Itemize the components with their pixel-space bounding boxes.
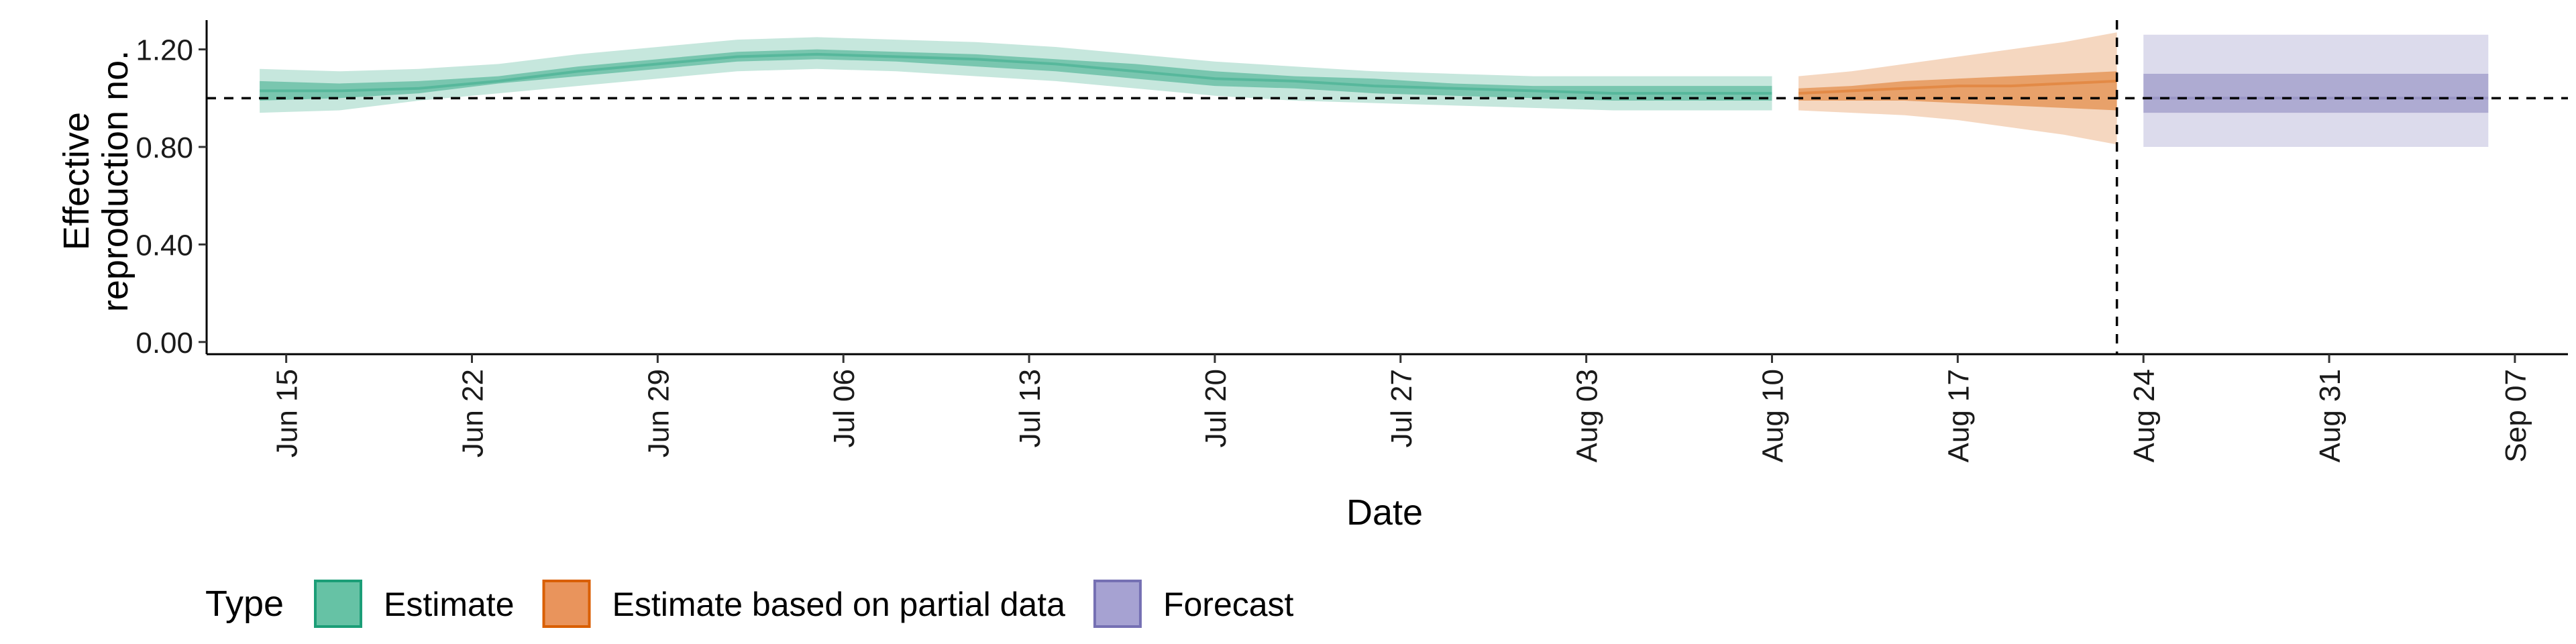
legend-label-estimate: Estimate (384, 586, 515, 623)
legend-key-forecast (1093, 580, 1142, 628)
forecast-band-50 (2143, 74, 2489, 113)
x-tick-label: Jun 22 (457, 369, 490, 458)
x-tick-label: Jul 06 (828, 369, 861, 447)
legend-key-estimate (314, 580, 362, 628)
x-tick-label: Jul 13 (1014, 369, 1046, 447)
x-tick-label: Jun 29 (642, 369, 675, 458)
estimate-band-50 (260, 49, 1772, 101)
y-tick-label: 0.80 (136, 131, 193, 164)
uncertainty-bands (260, 32, 2489, 147)
legend-key-estimate-based-on-partial-data (542, 580, 591, 628)
x-tick-label: Aug 17 (1942, 369, 1975, 462)
x-tick-label: Jun 15 (271, 369, 304, 458)
reference-lines (207, 20, 2568, 354)
estimate-based-on-partial-data-median-line (1798, 79, 2117, 95)
x-tick-label: Aug 10 (1757, 369, 1790, 462)
y-tick-labels: 0.00 0.40 0.80 1.20 (136, 34, 193, 360)
y-axis-title-line-1: Effective (56, 112, 97, 250)
x-tick-label: Aug 24 (2128, 369, 2161, 462)
y-axis-title: Effective reproduction no. (56, 50, 136, 312)
x-tick-labels: Jun 15 Jun 22 Jun 29 Jul 06 Jul 13 Jul 20 Jul … (271, 369, 2532, 462)
estimate-based-on-partial-data-band-50 (1799, 71, 2117, 111)
x-tick-label: Sep 07 (2500, 369, 2532, 462)
legend-label-estimate-based-on-partial-data: Estimate based on partial data (612, 586, 1066, 623)
legend: Type Estimate Estimate based on partial d… (205, 580, 1294, 628)
legend-label-forecast: Forecast (1163, 586, 1294, 623)
y-tick-label: 1.20 (136, 34, 193, 67)
x-tick-label: Jul 20 (1199, 369, 1232, 447)
estimate-median-line (260, 52, 1772, 95)
x-tick-label: Aug 31 (2314, 369, 2347, 462)
forecast-band-90 (2143, 34, 2489, 147)
x-tick-label: Aug 03 (1571, 369, 1604, 462)
x-axis-title: Date (1346, 492, 1423, 533)
legend-title: Type (205, 584, 284, 624)
estimate-band-90 (260, 37, 1772, 113)
estimate-based-on-partial-data-band-90 (1799, 32, 2117, 145)
axes (199, 20, 2568, 363)
y-tick-label: 0.40 (136, 229, 193, 262)
y-axis-title-line-2: reproduction no. (95, 50, 136, 312)
y-tick-label: 0.00 (136, 327, 193, 360)
x-tick-label: Jul 27 (1385, 369, 1418, 447)
